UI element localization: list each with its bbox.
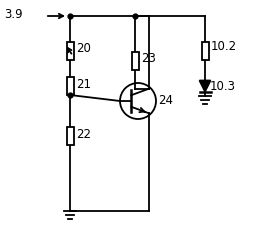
Bar	[67, 42, 73, 60]
Text: 21: 21	[76, 78, 91, 91]
Bar	[201, 42, 209, 60]
Text: 22: 22	[76, 127, 91, 141]
Text: 20: 20	[76, 42, 91, 55]
Bar	[67, 127, 73, 145]
Text: 24: 24	[158, 94, 173, 107]
Text: 3.9: 3.9	[4, 8, 23, 21]
Text: 10.2: 10.2	[211, 40, 237, 53]
Bar	[131, 52, 139, 70]
Bar	[67, 77, 73, 95]
Text: 10.3: 10.3	[210, 80, 236, 94]
Text: 23: 23	[141, 53, 156, 66]
Polygon shape	[200, 80, 210, 92]
